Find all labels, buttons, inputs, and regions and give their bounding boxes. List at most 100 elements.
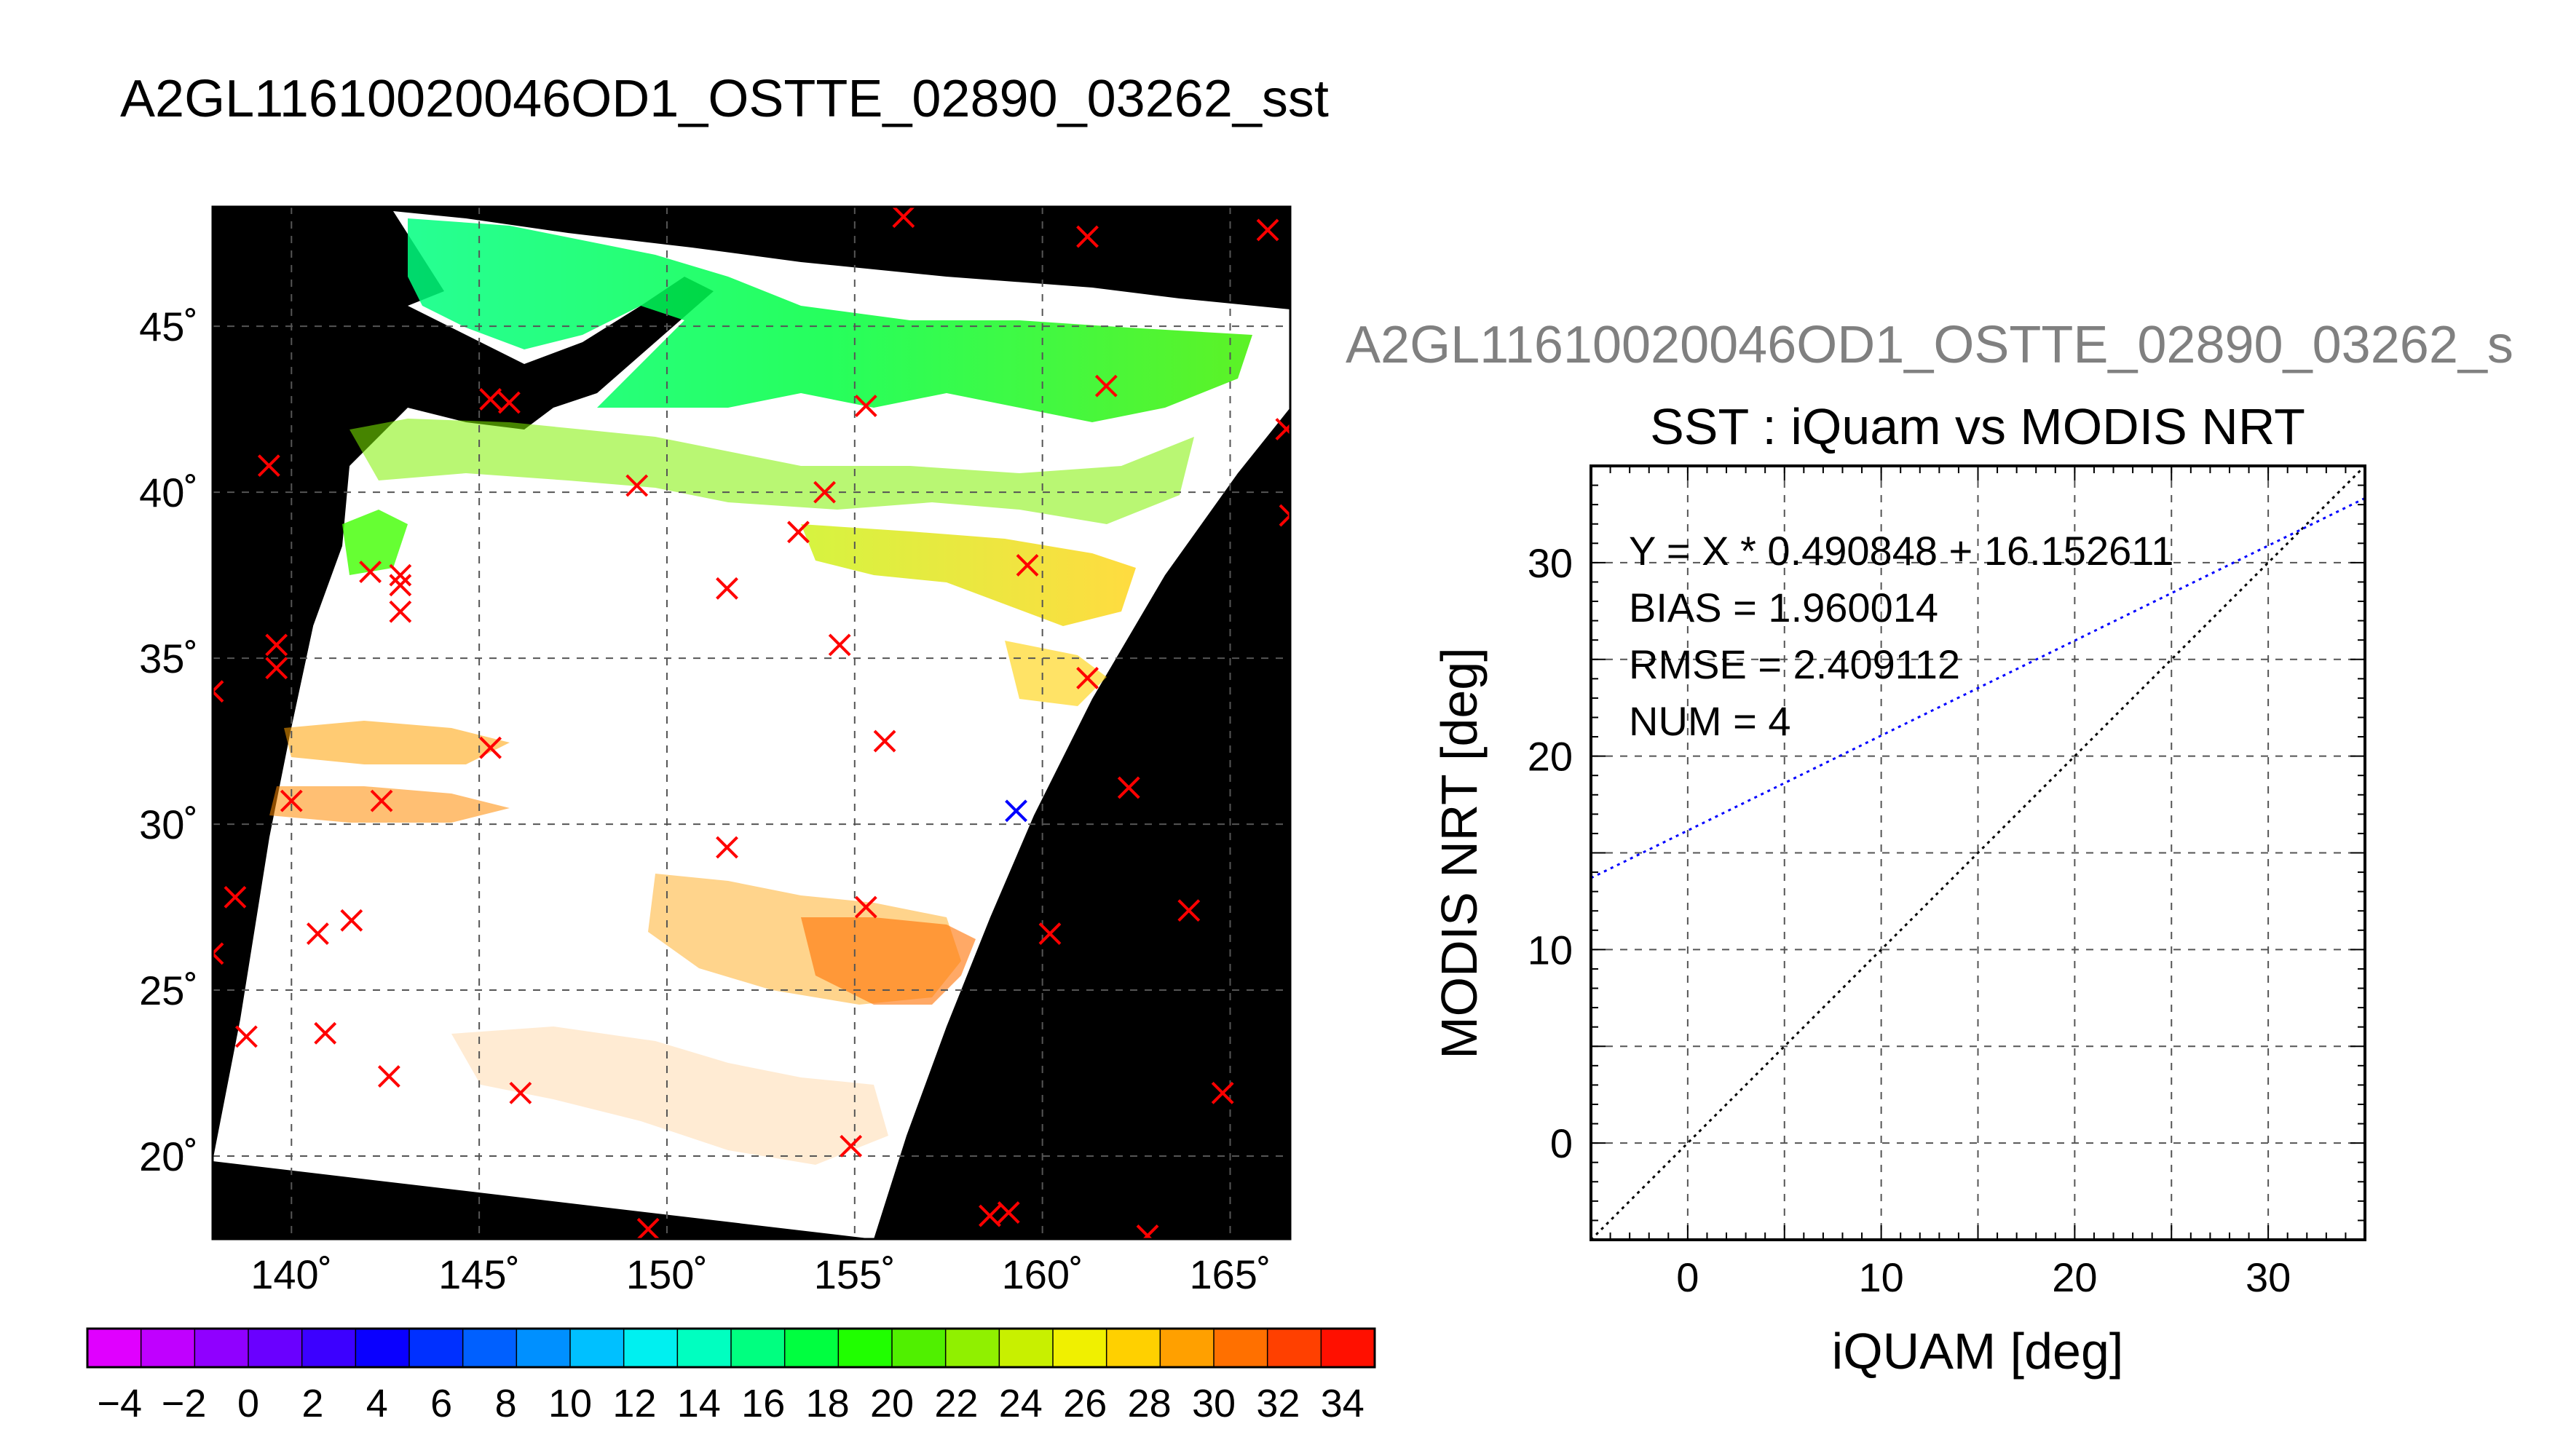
buoy-marker [1076,225,1099,248]
colorbar-tick-label: 8 [495,1382,517,1425]
map-lat-tick-label: 40˚ [139,470,198,515]
stats-line-num: NUM = 4 [1629,698,1791,744]
identity-line [1591,466,2365,1240]
map-frame [211,205,1292,1241]
buoy-marker-stroke [1117,776,1140,799]
colorbar-tick-label: 28 [1128,1382,1172,1425]
map-points [213,207,1290,1239]
buoy-marker [828,633,851,657]
colorbar-tick-label: 0 [237,1382,259,1425]
scatter-grid [1591,466,2365,1240]
map-lat-tick-label: 20˚ [139,1133,198,1179]
buoy-marker [213,680,224,703]
colorbar-cells [87,1329,1375,1367]
colorbar: −4 −2 0 2 4 6 8 10 12 14 16 18 20 22 24 26 28 30 32 34 [86,1327,1376,1425]
sst-patch-west [342,510,408,575]
matched-buoy-stroke [1005,799,1027,823]
scatter-frame [1590,464,2366,1241]
buoy-marker [234,1025,258,1048]
map-lon-tick-label: 140˚ [250,1251,332,1297]
buoy-marker-stroke [854,895,877,919]
colorbar-tick-label: −2 [162,1382,207,1425]
colorbar-cell [355,1329,410,1367]
buoy-marker [370,789,393,812]
buoy-marker-stroke [1279,513,1290,527]
scatter-y-tick-labels: 0 10 20 30 [1528,540,1573,1166]
stats-block: Y = X * 0.490848 + 16.152611 BIAS = 1.96… [1629,528,2173,744]
buoy-marker [306,922,329,945]
buoy-marker [1076,667,1099,689]
buoy-marker-stroke [1076,225,1099,248]
buoy-marker [979,1204,1001,1227]
sst-patch-orange-1 [284,721,510,764]
sst-patch-north-2 [350,419,1194,524]
buoy-marker-stroke [265,657,288,680]
buoy-marker [359,561,382,583]
colorbar-tick-label: 20 [870,1382,914,1425]
sst-patch-north [408,218,1252,422]
map-lon-tick-label: 145˚ [438,1251,520,1297]
buoy-marker [1038,922,1062,945]
colorbar-cell [1267,1329,1322,1367]
buoy-marker-stroke [1275,423,1290,440]
stats-line-bias: BIAS = 1.960014 [1629,585,1938,630]
buoy-marker [636,1217,660,1239]
buoy-marker-stroke [873,729,896,753]
buoy-marker-stroke [479,736,502,759]
buoy-marker [1136,1224,1159,1239]
scatter-y-tick-label: 20 [1528,734,1573,780]
buoy-marker-stroke [1256,218,1279,242]
colorbar-tick-label: 32 [1256,1382,1300,1425]
buoy-marker [340,909,363,932]
sst-patch-yellow [801,524,1136,626]
buoy-marker [892,207,915,229]
colorbar-cell [623,1329,678,1367]
colorbar-cell [570,1329,625,1367]
buoy-marker-stroke [813,480,836,504]
colorbar-cell [141,1329,195,1367]
colorbar-cell [784,1329,839,1367]
map-lat-tick-label: 35˚ [139,636,198,681]
colorbar-tick-label: 2 [301,1382,323,1425]
scatter-y-tick-label: 10 [1528,927,1573,973]
colorbar-cell [731,1329,786,1367]
buoy-marker [265,657,288,680]
buoy-marker [257,454,280,478]
buoy-marker [509,1081,532,1104]
buoy-marker [280,789,303,812]
buoy-marker-stroke [213,689,224,703]
buoy-marker-stroke [828,633,851,657]
buoy-marker-stroke [224,885,247,909]
buoy-marker [479,736,502,759]
colorbar-tick-label: 16 [741,1382,785,1425]
scatter-header: A2GL11610020046OD1_OSTTE_02890_03262_s [1346,316,2513,374]
map-lon-tick-label: 165˚ [1189,1251,1271,1297]
scatter-x-tick-label: 0 [1676,1254,1699,1300]
buoy-marker-stroke [636,1217,660,1239]
fit-line [1591,496,2365,879]
map-lat-tick-label: 30˚ [139,802,198,847]
stats-line-fit: Y = X * 0.490848 + 16.152611 [1629,528,2173,574]
matched-buoy-marker [1005,799,1027,823]
buoy-marker [389,574,412,597]
map-lon-tick-label: 160˚ [1002,1251,1083,1297]
buoy-marker [997,1201,1020,1224]
buoy-marker [497,391,521,414]
buoy-marker-stroke [377,1065,400,1088]
buoy-marker-stroke [314,1021,337,1045]
map-grid [213,207,1290,1239]
buoy-marker-stroke [716,577,738,600]
buoy-marker [1279,504,1290,527]
map-lat-labels: 20˚ 25˚ 30˚ 35˚ 40˚ 45˚ [139,304,198,1179]
buoy-marker-stroke [1211,1081,1234,1104]
buoy-marker [1117,776,1140,799]
buoy-marker-stroke [1142,1224,1159,1239]
buoy-marker-stroke [370,789,393,812]
buoy-marker-stroke [213,942,224,956]
colorbar-tick-label: 22 [934,1382,978,1425]
buoy-marker-stroke [1177,899,1201,922]
buoy-marker-stroke [625,474,649,497]
scatter-panel: A2GL11610020046OD1_OSTTE_02890_03262_s S… [1346,316,2513,1380]
colorbar-tick-label: 18 [806,1382,850,1425]
buoy-marker-stroke [497,391,521,414]
